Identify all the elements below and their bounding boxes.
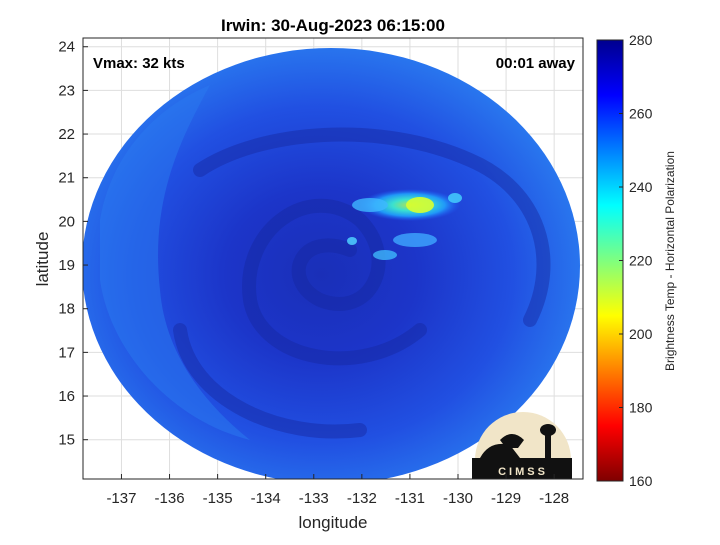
- cimss-logo: CIMSS: [472, 412, 572, 479]
- y-tick-label: 15: [58, 432, 75, 449]
- colorbar-tick-labels: 160 180 200 220 240 260 280: [619, 32, 653, 489]
- y-axis-label: latitude: [33, 232, 52, 287]
- microwave-swath: [83, 48, 580, 479]
- y-tick-label: 23: [58, 82, 75, 99]
- colorbar-tick-label: 220: [629, 253, 653, 269]
- x-tick-label: -133: [299, 490, 329, 507]
- colorbar-label: Brightness Temp - Horizontal Polarizatio…: [663, 151, 677, 371]
- y-tick-label: 18: [58, 301, 75, 318]
- vmax-label: Vmax: 32 kts: [93, 55, 185, 72]
- y-tick-label: 16: [58, 388, 75, 405]
- y-tick-label: 24: [58, 39, 75, 56]
- x-tick-label: -129: [491, 490, 521, 507]
- plot-area: CIMSS: [83, 38, 583, 479]
- x-tick-label: -131: [395, 490, 425, 507]
- colorbar-tick-label: 200: [629, 326, 653, 342]
- y-tick-labels: 15 16 17 18 19 20 21 22 23 24: [58, 39, 88, 449]
- x-tick-label: -130: [443, 490, 473, 507]
- y-tick-label: 19: [58, 257, 75, 274]
- x-tick-label: -134: [251, 490, 281, 507]
- colorbar-tick-label: 260: [629, 106, 653, 122]
- y-tick-label: 17: [58, 344, 75, 361]
- x-tick-labels: -137 -136 -135 -134 -133 -132 -131 -130 -129 -128: [106, 474, 569, 507]
- y-tick-label: 21: [58, 170, 75, 187]
- colorbar: 160 180 200 220 240 260 280 Brightness Temp - …: [596, 32, 677, 489]
- colorbar-tick-label: 180: [629, 400, 653, 416]
- x-tick-label: -135: [203, 490, 233, 507]
- x-tick-label: -132: [347, 490, 377, 507]
- x-tick-label: -137: [106, 490, 136, 507]
- time-away-label: 00:01 away: [496, 55, 576, 72]
- colorbar-tick-label: 240: [629, 179, 653, 195]
- x-axis-label: longitude: [298, 513, 367, 532]
- x-tick-label: -128: [539, 490, 569, 507]
- colorbar-tick-label: 160: [629, 473, 653, 489]
- logo-text: CIMSS: [498, 466, 548, 478]
- y-tick-label: 20: [58, 213, 75, 230]
- plot-frame: [82, 37, 584, 480]
- x-tick-label: -136: [155, 490, 185, 507]
- colorbar-tick-label: 280: [629, 32, 653, 48]
- warm-convection: [347, 189, 462, 260]
- y-tick-label: 22: [58, 126, 75, 143]
- figure-title: Irwin: 30-Aug-2023 06:15:00: [221, 16, 445, 35]
